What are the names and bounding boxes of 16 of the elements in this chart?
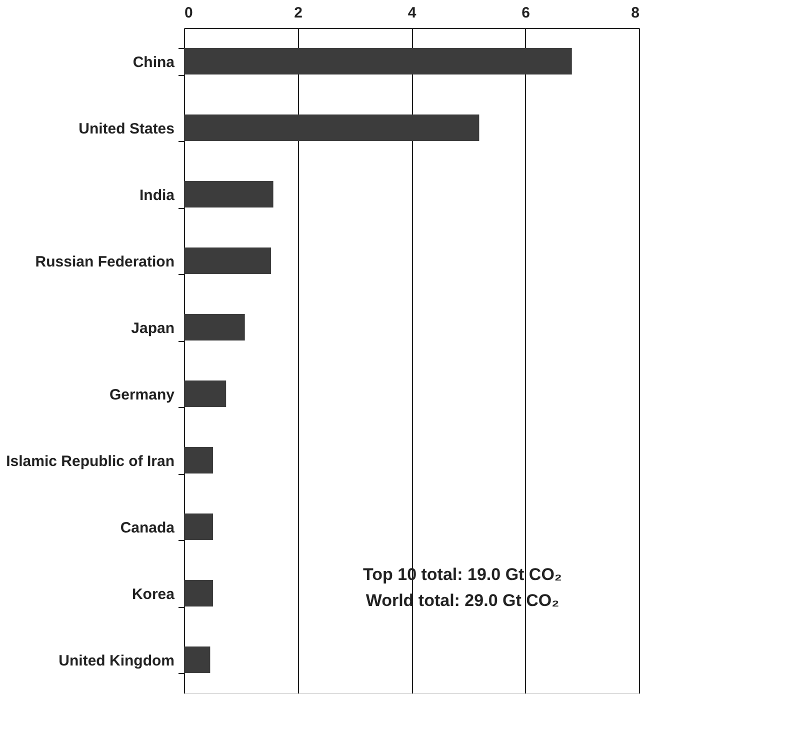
y-tick-label: Russian Federation [35, 253, 174, 270]
y-tick-label: United States [78, 120, 174, 138]
x-tick-label: 0 [184, 4, 193, 22]
y-tick-label: India [139, 186, 176, 204]
x-tick-label: 2 [294, 4, 302, 22]
x-tick-label: 4 [408, 4, 417, 22]
y-tick-label: Germany [109, 386, 176, 404]
y-tick-label: China [132, 54, 176, 71]
x-tick-label: 6 [522, 4, 530, 22]
x-tick-label: 8 [631, 4, 640, 22]
y-tick-label: Islamic Republic of Iran [6, 452, 174, 470]
y-tick-label: Canada [120, 519, 176, 536]
annotation: World total: 29.0 Gt CO₂ [366, 591, 560, 610]
y-tick-label: Korea [132, 586, 176, 603]
y-tick-label: United Kingdom [58, 652, 174, 670]
y-tick-label: Japan [131, 320, 174, 337]
